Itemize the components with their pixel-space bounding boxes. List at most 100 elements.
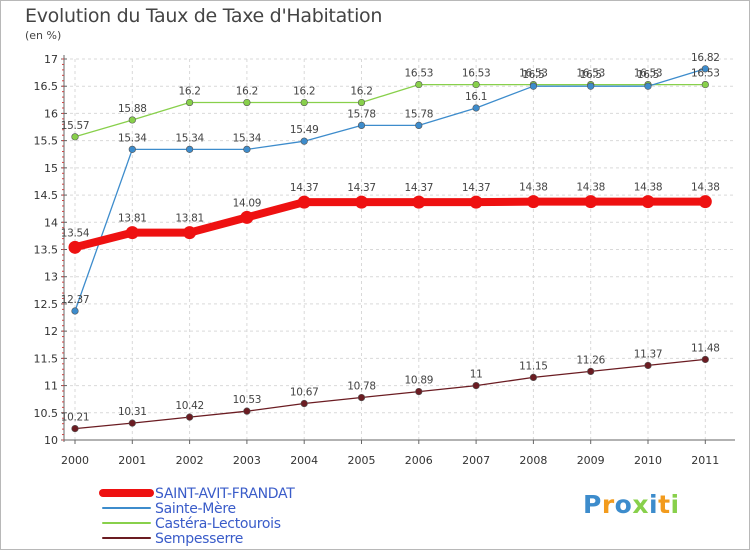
data-point: [297, 195, 311, 209]
data-label: 12.37: [61, 294, 90, 306]
y-tick-label: 15: [44, 162, 58, 175]
data-label: 10.89: [405, 375, 434, 387]
x-tick-label: 2001: [118, 454, 146, 467]
data-point: [128, 116, 136, 124]
data-point: [472, 381, 480, 390]
data-label: 14.37: [462, 182, 491, 194]
y-tick-label: 13.5: [34, 244, 59, 257]
x-tick-label: 2007: [462, 454, 490, 467]
data-point: [71, 133, 79, 141]
data-label: 10.42: [175, 400, 204, 412]
data-label: 14.38: [691, 182, 720, 194]
x-tick-label: 2009: [577, 454, 605, 467]
data-label: 16.2: [179, 86, 201, 98]
data-label: 14.37: [405, 182, 434, 194]
y-tick-label: 11: [44, 380, 58, 393]
data-label: 16.2: [236, 86, 258, 98]
data-label: 15.88: [118, 103, 147, 115]
data-label: 10.31: [118, 406, 147, 418]
data-label: 15.34: [118, 132, 147, 144]
y-tick-label: 10.5: [34, 407, 59, 420]
data-label: 16.53: [405, 68, 434, 80]
series-line: [74, 83, 706, 138]
chart-unit-label: (en %): [25, 29, 62, 42]
legend-label: Sempesserre: [155, 531, 243, 547]
data-label: 14.38: [576, 182, 605, 194]
logo-letter: t: [658, 490, 671, 519]
data-point: [128, 145, 136, 153]
data-label: 16.2: [350, 86, 372, 98]
data-label: 14.37: [347, 182, 376, 194]
data-label: 16.1: [465, 91, 487, 103]
data-point: [472, 104, 480, 112]
logo-letter: r: [601, 490, 615, 519]
data-label: 15.78: [405, 108, 434, 120]
data-label: 15.49: [290, 124, 319, 136]
x-tick-label: 2005: [348, 454, 376, 467]
data-label: 10.78: [347, 381, 376, 393]
data-point: [415, 387, 423, 396]
legend: SAINT-AVIT-FRANDATSainte-MèreCastéra-Lec…: [99, 486, 296, 547]
data-point: [587, 82, 595, 90]
data-label: 10.67: [290, 387, 319, 399]
data-label: 15.57: [61, 120, 90, 132]
data-label: 14.09: [233, 197, 262, 209]
series-line: [74, 358, 706, 430]
data-point: [701, 80, 709, 89]
data-point: [128, 419, 136, 427]
x-tick-label: 2003: [233, 454, 261, 467]
data-label: 16.5: [522, 69, 544, 81]
y-tick-label: 16.5: [34, 80, 59, 93]
data-label: 10.53: [233, 394, 262, 406]
y-tick-label: 12.5: [34, 298, 59, 311]
data-point: [186, 145, 194, 153]
data-point: [300, 399, 308, 408]
data-point: [587, 367, 595, 376]
data-point: [529, 82, 538, 90]
data-point: [357, 393, 366, 402]
x-tick-label: 2004: [290, 454, 318, 467]
data-label: 15.34: [175, 132, 204, 144]
y-tick-label: 11.5: [34, 352, 59, 365]
y-tick-label: 13: [44, 271, 58, 284]
y-tick-label: 10: [44, 434, 58, 447]
x-tick-label: 2002: [176, 454, 204, 467]
grid-layer: [64, 58, 735, 441]
data-label: 13.54: [61, 227, 90, 239]
data-label: 16.53: [691, 68, 720, 80]
legend-label: Sainte-Mère: [155, 501, 236, 517]
data-point: [529, 373, 538, 382]
data-label: 16.53: [519, 68, 548, 80]
data-label: 14.38: [519, 182, 548, 194]
data-point: [469, 195, 483, 209]
data-point: [641, 195, 655, 209]
data-point: [644, 82, 652, 90]
y-tick-label: 15.5: [34, 135, 59, 148]
data-label: 13.81: [118, 213, 147, 225]
data-point: [186, 413, 194, 421]
data-point: [240, 210, 254, 224]
series-layer: [68, 65, 712, 433]
data-label: 11: [470, 369, 483, 381]
y-tick-label: 17: [44, 53, 58, 66]
x-tick-label: 2006: [405, 454, 433, 467]
data-point: [300, 137, 308, 145]
logo-letter: P: [583, 490, 602, 519]
data-point: [526, 195, 540, 209]
data-point: [357, 98, 366, 107]
axis-layer: 10 10.5 11 11.5 12 12.5 13 13.5 14 14.5 15 15.5 16 16…: [34, 53, 735, 467]
proxiti-logo: Proxiti: [583, 490, 680, 519]
data-point: [644, 361, 652, 370]
y-tick-label: 16: [44, 107, 58, 120]
data-point: [355, 195, 368, 209]
data-label: 15.34: [233, 132, 262, 144]
data-point: [183, 226, 197, 240]
series-line: [71, 197, 710, 252]
data-label: 16.2: [293, 86, 315, 98]
x-tick-label: 2011: [691, 454, 719, 467]
series-line: [74, 68, 706, 312]
data-point: [415, 80, 423, 89]
y-tick-label: 12: [44, 325, 58, 338]
chart-title: Evolution du Taux de Taxe d'Habitation: [25, 5, 383, 27]
data-label: 15.78: [347, 108, 376, 120]
